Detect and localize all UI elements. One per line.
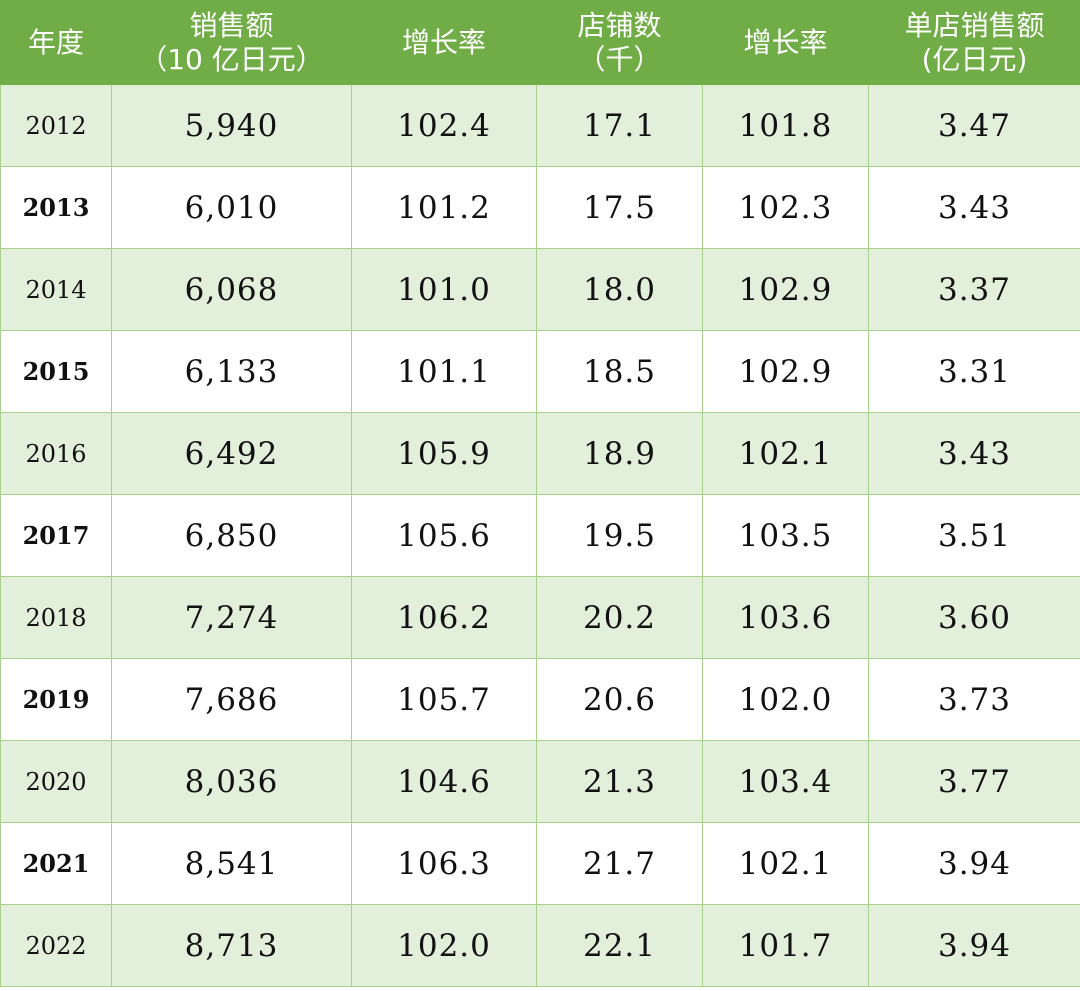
column-header-label: 单店销售额 xyxy=(904,8,1045,42)
cell-stores: 17.1 xyxy=(536,84,703,167)
cell-year: 2021 xyxy=(0,822,112,905)
cell-stores: 21.7 xyxy=(536,822,703,905)
cell-store-growth: 103.5 xyxy=(702,494,869,577)
cell-store-growth: 102.1 xyxy=(702,822,869,905)
column-header-label: 店铺数 xyxy=(577,8,662,42)
column-header-label: 销售额 xyxy=(189,8,274,42)
cell-sales-growth: 105.6 xyxy=(351,494,537,577)
table-row: 2022 8,713 102.0 22.1 101.7 3.94 xyxy=(0,904,1080,987)
cell-per-store-sales: 3.94 xyxy=(868,904,1080,987)
cell-year: 2014 xyxy=(0,248,112,331)
cell-sales: 6,133 xyxy=(111,330,352,413)
cell-store-growth: 101.7 xyxy=(702,904,869,987)
cell-sales: 5,940 xyxy=(111,84,352,167)
header-row: 年度 销售额 （10 亿日元） 增长率 店铺数 （千） 增长率 单店销售额 (亿日元) xyxy=(0,0,1080,85)
table-row: 2014 6,068 101.0 18.0 102.9 3.37 xyxy=(0,248,1080,331)
column-header-label: 增长率 xyxy=(743,25,828,59)
cell-sales-growth: 105.9 xyxy=(351,412,537,495)
table-row: 2012 5,940 102.4 17.1 101.8 3.47 xyxy=(0,84,1080,167)
cell-sales: 7,274 xyxy=(111,576,352,659)
cell-year: 2016 xyxy=(0,412,112,495)
cell-per-store-sales: 3.51 xyxy=(868,494,1080,577)
cell-stores: 21.3 xyxy=(536,740,703,823)
cell-stores: 18.9 xyxy=(536,412,703,495)
column-header-label: 增长率 xyxy=(401,25,486,59)
cell-store-growth: 101.8 xyxy=(702,84,869,167)
table-header: 年度 销售额 （10 亿日元） 增长率 店铺数 （千） 增长率 单店销售额 (亿日元) xyxy=(0,0,1080,85)
table-body: 2012 5,940 102.4 17.1 101.8 3.47 2013 6,010 101.… xyxy=(0,84,1080,987)
cell-year: 2012 xyxy=(0,84,112,167)
cell-year: 2022 xyxy=(0,904,112,987)
cell-sales-growth: 102.4 xyxy=(351,84,537,167)
cell-sales: 7,686 xyxy=(111,658,352,741)
table-row: 2016 6,492 105.9 18.9 102.1 3.43 xyxy=(0,412,1080,495)
cell-sales: 6,850 xyxy=(111,494,352,577)
cell-per-store-sales: 3.43 xyxy=(868,412,1080,495)
cell-per-store-sales: 3.37 xyxy=(868,248,1080,331)
table-row: 2021 8,541 106.3 21.7 102.1 3.94 xyxy=(0,822,1080,905)
cell-sales-growth: 104.6 xyxy=(351,740,537,823)
cell-per-store-sales: 3.73 xyxy=(868,658,1080,741)
cell-store-growth: 102.0 xyxy=(702,658,869,741)
table-row: 2019 7,686 105.7 20.6 102.0 3.73 xyxy=(0,658,1080,741)
column-header-unit: （千） xyxy=(577,42,662,76)
cell-store-growth: 103.4 xyxy=(702,740,869,823)
column-header-unit: (亿日元) xyxy=(921,42,1028,76)
cell-per-store-sales: 3.43 xyxy=(868,166,1080,249)
table-row: 2013 6,010 101.2 17.5 102.3 3.43 xyxy=(0,166,1080,249)
column-header-stores: 店铺数 （千） xyxy=(536,0,703,85)
table-row: 2017 6,850 105.6 19.5 103.5 3.51 xyxy=(0,494,1080,577)
cell-per-store-sales: 3.47 xyxy=(868,84,1080,167)
cell-sales: 6,010 xyxy=(111,166,352,249)
cell-stores: 17.5 xyxy=(536,166,703,249)
cell-year: 2019 xyxy=(0,658,112,741)
cell-year: 2018 xyxy=(0,576,112,659)
cell-sales-growth: 101.1 xyxy=(351,330,537,413)
cell-sales: 8,036 xyxy=(111,740,352,823)
column-header-store-growth: 增长率 xyxy=(702,0,869,85)
cell-sales: 8,713 xyxy=(111,904,352,987)
cell-per-store-sales: 3.94 xyxy=(868,822,1080,905)
cell-stores: 18.5 xyxy=(536,330,703,413)
cell-sales: 6,492 xyxy=(111,412,352,495)
cell-store-growth: 102.1 xyxy=(702,412,869,495)
cell-sales-growth: 101.0 xyxy=(351,248,537,331)
cell-year: 2015 xyxy=(0,330,112,413)
cell-store-growth: 102.9 xyxy=(702,330,869,413)
cell-year: 2020 xyxy=(0,740,112,823)
cell-sales: 8,541 xyxy=(111,822,352,905)
cell-store-growth: 102.3 xyxy=(702,166,869,249)
table-row: 2020 8,036 104.6 21.3 103.4 3.77 xyxy=(0,740,1080,823)
cell-year: 2017 xyxy=(0,494,112,577)
column-header-unit: （10 亿日元） xyxy=(139,42,324,76)
table-row: 2015 6,133 101.1 18.5 102.9 3.31 xyxy=(0,330,1080,413)
cell-year: 2013 xyxy=(0,166,112,249)
column-header-label: 年度 xyxy=(27,25,84,59)
cell-sales-growth: 102.0 xyxy=(351,904,537,987)
cell-sales-growth: 101.2 xyxy=(351,166,537,249)
cell-store-growth: 102.9 xyxy=(702,248,869,331)
cell-sales-growth: 106.3 xyxy=(351,822,537,905)
cell-sales-growth: 106.2 xyxy=(351,576,537,659)
cell-store-growth: 103.6 xyxy=(702,576,869,659)
cell-sales: 6,068 xyxy=(111,248,352,331)
table-row: 2018 7,274 106.2 20.2 103.6 3.60 xyxy=(0,576,1080,659)
column-header-sales-growth: 增长率 xyxy=(351,0,537,85)
column-header-year: 年度 xyxy=(0,0,112,85)
cell-stores: 19.5 xyxy=(536,494,703,577)
cell-stores: 18.0 xyxy=(536,248,703,331)
column-header-per-store-sales: 单店销售额 (亿日元) xyxy=(868,0,1080,85)
column-header-sales: 销售额 （10 亿日元） xyxy=(111,0,352,85)
cell-stores: 20.6 xyxy=(536,658,703,741)
cell-per-store-sales: 3.60 xyxy=(868,576,1080,659)
cell-stores: 20.2 xyxy=(536,576,703,659)
cell-per-store-sales: 3.77 xyxy=(868,740,1080,823)
cell-sales-growth: 105.7 xyxy=(351,658,537,741)
cell-stores: 22.1 xyxy=(536,904,703,987)
cell-per-store-sales: 3.31 xyxy=(868,330,1080,413)
